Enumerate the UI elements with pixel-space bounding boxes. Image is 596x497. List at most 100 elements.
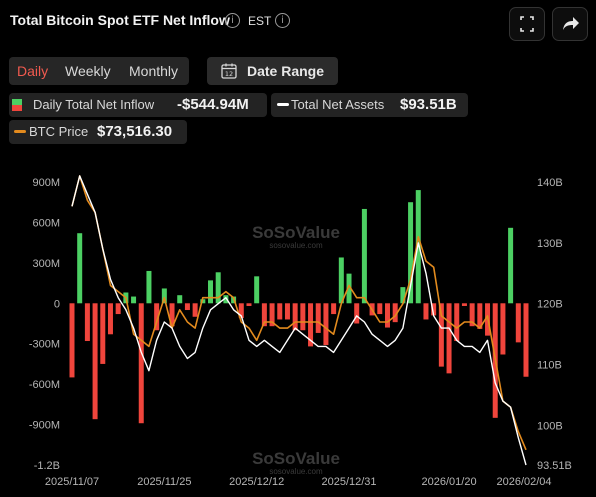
- inflow-bar-negative: [238, 303, 244, 319]
- tab-monthly[interactable]: Monthly: [129, 63, 179, 79]
- right-axis-tick: 130B: [537, 238, 563, 250]
- x-axis-tick: 2026/01/20: [422, 476, 477, 488]
- inflow-bar-negative: [107, 303, 113, 335]
- inflow-bar-negative: [523, 303, 529, 377]
- inflow-bar-negative: [169, 303, 175, 327]
- x-axis-tick: 2025/12/31: [321, 476, 376, 488]
- inflow-bar-positive: [223, 295, 229, 304]
- inflow-bar-negative: [469, 303, 475, 327]
- inflow-bar-positive: [508, 227, 514, 304]
- inflow-bar-positive: [77, 233, 83, 304]
- inflow-bar-negative: [292, 303, 298, 331]
- calendar-icon-number: 12: [225, 70, 233, 78]
- inflow-bar-positive: [131, 296, 137, 304]
- assets-legend-label: Total Net Assets: [291, 97, 385, 112]
- inflow-bar-negative: [115, 303, 121, 315]
- left-axis-tick: -300M: [29, 339, 60, 351]
- inflow-bar-negative: [331, 303, 337, 315]
- inflow-bar-positive: [215, 272, 221, 304]
- assets-legend-icon: [277, 103, 289, 106]
- title-info-icon[interactable]: i: [225, 13, 240, 28]
- inflow-legend-label: Daily Total Net Inflow: [33, 97, 155, 112]
- inflow-bar-positive: [161, 288, 167, 304]
- inflow-bar-negative: [315, 303, 321, 333]
- inflow-bar-positive: [200, 299, 206, 304]
- inflow-bar-negative: [246, 303, 252, 306]
- inflow-bar-negative: [492, 303, 498, 418]
- tab-daily[interactable]: Daily: [17, 63, 49, 79]
- date-range-button[interactable]: 12 Date Range: [207, 57, 338, 85]
- calendar-icon: 12: [221, 63, 237, 79]
- btc-legend-value: $73,516.30: [97, 123, 173, 140]
- watermark-name: SoSoValue: [252, 449, 340, 468]
- x-axis-tick: 2025/12/12: [229, 476, 284, 488]
- left-axis-tick: -900M: [29, 420, 60, 432]
- inflow-bar-negative: [184, 303, 190, 311]
- right-axis-tick: 93.51B: [537, 460, 572, 472]
- share-button[interactable]: [552, 7, 588, 41]
- legend-btc[interactable]: BTC Price $73,516.30: [9, 120, 187, 144]
- btc-price-line: [71, 175, 527, 451]
- left-axis-tick: -1.2B: [34, 460, 60, 472]
- inflow-bar-negative: [438, 303, 444, 367]
- right-axis-tick: 140B: [537, 177, 563, 189]
- inflow-bar-negative: [485, 303, 491, 336]
- fullscreen-icon: [520, 16, 534, 32]
- inflow-bar-negative: [431, 303, 437, 316]
- inflow-bar-positive: [408, 202, 414, 304]
- x-axis-tick: 2025/11/25: [137, 476, 191, 488]
- btc-legend-icon: [14, 130, 26, 133]
- tab-weekly[interactable]: Weekly: [65, 63, 111, 79]
- right-axis-tick: 120B: [537, 299, 563, 311]
- watermark-name: SoSoValue: [252, 223, 340, 242]
- timezone-info-icon[interactable]: i: [275, 13, 290, 28]
- inflow-bar-negative: [154, 303, 160, 331]
- inflow-bar-positive: [231, 296, 237, 304]
- left-axis-tick: 300M: [32, 258, 60, 270]
- inflow-legend-icon: [12, 99, 22, 111]
- inflow-bar-positive: [123, 292, 129, 304]
- fullscreen-button[interactable]: [509, 7, 545, 41]
- inflow-bar-negative: [454, 303, 460, 342]
- inflow-bar-negative: [500, 303, 506, 355]
- btc-legend-label: BTC Price: [29, 124, 89, 139]
- inflow-bar-positive: [361, 208, 367, 304]
- assets-legend-value: $93.51B: [400, 96, 457, 113]
- left-axis-tick: 600M: [32, 217, 60, 229]
- inflow-bar-positive: [338, 257, 344, 304]
- inflow-bar-positive: [177, 295, 183, 304]
- share-icon: [563, 17, 579, 30]
- inflow-bar-negative: [323, 303, 329, 346]
- inflow-bar-negative: [477, 303, 483, 329]
- left-axis-tick: -600M: [29, 379, 60, 391]
- inflow-bar-positive: [400, 287, 406, 304]
- inflow-bar-negative: [84, 303, 90, 342]
- right-axis-tick: 110B: [537, 360, 562, 372]
- inflow-bar-negative: [369, 303, 375, 316]
- inflow-bar-positive: [208, 280, 214, 304]
- inflow-bar-negative: [308, 303, 314, 347]
- inflow-bar-negative: [192, 303, 198, 317]
- inflow-bar-negative: [138, 303, 144, 424]
- inflow-bar-negative: [284, 303, 290, 320]
- inflow-bar-negative: [461, 303, 467, 306]
- watermark-url: sosovalue.com: [269, 467, 323, 476]
- inflow-bar-negative: [92, 303, 98, 420]
- period-tabs: Daily Weekly Monthly: [9, 57, 189, 85]
- inflow-bar-negative: [300, 303, 306, 331]
- x-axis-tick: 2026/02/04: [496, 476, 551, 488]
- inflow-bar-negative: [261, 303, 267, 327]
- timezone-label: EST: [248, 14, 272, 28]
- inflow-bar-negative: [377, 303, 383, 315]
- inflow-bar-positive: [254, 276, 260, 304]
- left-axis-tick: 0: [54, 298, 60, 310]
- legend-assets[interactable]: Total Net Assets $93.51B: [271, 93, 468, 117]
- left-axis-tick: 900M: [32, 177, 60, 189]
- right-axis-tick: 100B: [537, 420, 563, 432]
- chart-title: Total Bitcoin Spot ETF Net Inflow: [10, 12, 230, 28]
- date-range-label: Date Range: [247, 63, 325, 79]
- inflow-bar-negative: [69, 303, 75, 378]
- legend-inflow[interactable]: Daily Total Net Inflow -$544.94M: [9, 93, 267, 117]
- inflow-bar-negative: [446, 303, 452, 374]
